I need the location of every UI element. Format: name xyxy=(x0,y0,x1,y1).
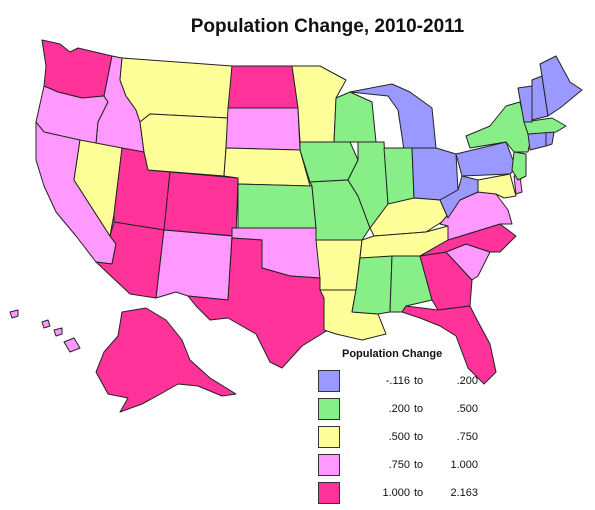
state-WY[interactable] xyxy=(139,113,229,177)
state-OH[interactable] xyxy=(411,147,459,201)
legend-to: to xyxy=(414,487,424,499)
state-WI[interactable] xyxy=(333,91,377,143)
state-NJ[interactable] xyxy=(511,151,527,181)
legend-to: to xyxy=(414,459,424,471)
state-NV[interactable] xyxy=(73,139,123,237)
legend-low: .750 xyxy=(388,459,410,471)
state-RI[interactable] xyxy=(545,131,555,147)
state-HI-island2[interactable] xyxy=(41,319,51,329)
legend-swatch xyxy=(318,426,340,448)
state-HI[interactable] xyxy=(63,337,81,353)
legend-to: to xyxy=(414,375,424,387)
state-IA[interactable] xyxy=(299,141,359,183)
state-MT[interactable] xyxy=(119,57,233,123)
legend-title: Population Change xyxy=(342,348,443,360)
legend-low: .200 xyxy=(388,403,410,415)
map-title: Population Change, 2010-2011 xyxy=(190,16,465,37)
state-MA[interactable] xyxy=(523,117,567,135)
legend-high: .500 xyxy=(456,403,478,415)
legend-high: 2.163 xyxy=(450,487,478,499)
state-PA[interactable] xyxy=(455,141,517,177)
legend-low: .500 xyxy=(388,431,410,443)
state-KS[interactable] xyxy=(237,183,317,229)
state-NY[interactable] xyxy=(465,101,531,153)
legend-low: -.116 xyxy=(385,375,410,387)
legend-to: to xyxy=(414,403,424,415)
legend-swatch xyxy=(318,482,340,504)
state-IN[interactable] xyxy=(383,147,415,205)
legend-row: .500 to .750 xyxy=(318,424,478,450)
state-CT[interactable] xyxy=(527,131,547,151)
legend-swatch xyxy=(318,398,340,420)
state-HI-island4[interactable] xyxy=(9,309,19,319)
legend: Population Change -.116 to .200 .200 to … xyxy=(318,348,478,508)
legend-row: 1.000 to 2.163 xyxy=(318,480,478,506)
legend-to: to xyxy=(414,431,424,443)
state-HI-island3[interactable] xyxy=(53,327,63,337)
state-AK[interactable] xyxy=(95,307,237,413)
state-NM[interactable] xyxy=(155,229,233,301)
legend-row: -.116 to .200 xyxy=(318,368,478,394)
state-MD[interactable] xyxy=(477,173,517,199)
state-NC[interactable] xyxy=(419,223,517,257)
legend-swatch xyxy=(318,370,340,392)
legend-low: 1.000 xyxy=(382,487,410,499)
state-VT[interactable] xyxy=(517,85,533,123)
state-FL[interactable] xyxy=(401,305,497,385)
legend-row: .750 to 1.000 xyxy=(318,452,478,478)
legend-high: .200 xyxy=(456,375,478,387)
state-ND[interactable] xyxy=(227,65,299,109)
state-AR[interactable] xyxy=(315,239,363,291)
legend-swatch xyxy=(318,454,340,476)
legend-high: .750 xyxy=(456,431,478,443)
state-CO[interactable] xyxy=(163,171,239,237)
state-ME[interactable] xyxy=(539,55,583,117)
state-TX[interactable] xyxy=(187,237,329,369)
state-SD[interactable] xyxy=(225,107,301,151)
legend-row: .200 to .500 xyxy=(318,396,478,422)
legend-high: 1.000 xyxy=(450,459,478,471)
